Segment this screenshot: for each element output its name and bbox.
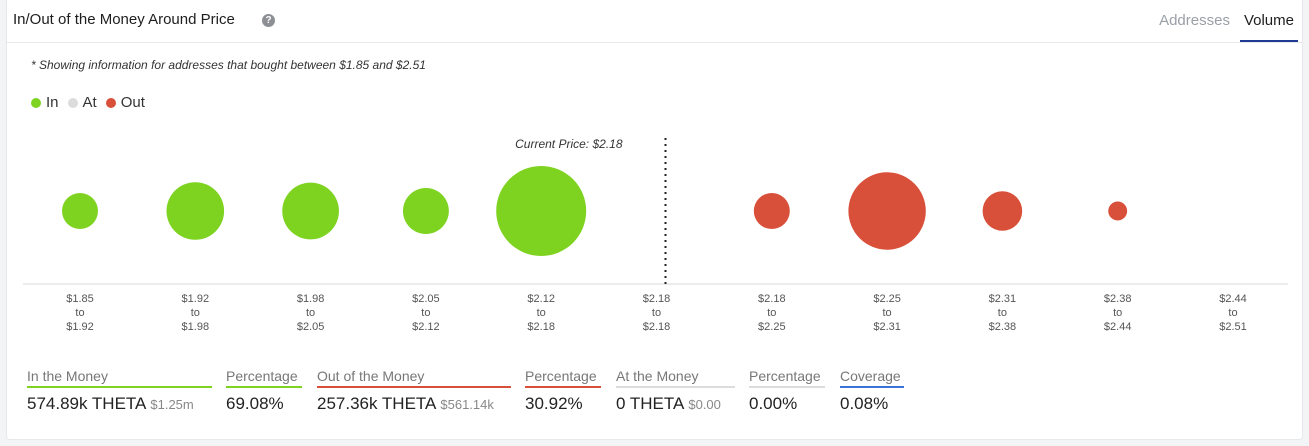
stat-2: Out of the Money 257.36k THETA $561.14k [317, 368, 511, 414]
tick-label-7-1: to [883, 307, 892, 319]
bubble-0 [62, 193, 98, 229]
bubble-4 [496, 166, 587, 256]
bubble-1 [166, 182, 225, 240]
bubble-2 [282, 182, 339, 240]
legend-dot-at [67, 97, 78, 108]
current-price-label: Current Price: $2.18 [515, 137, 623, 151]
tick-label-4-0: $2.12 [527, 293, 555, 305]
stat-value-2: 257.36k THETA $561.14k [317, 394, 511, 414]
tick-label-7-0: $2.25 [873, 293, 901, 305]
tick-label-4-2: $2.18 [527, 321, 555, 333]
tick-label-8-2: $2.38 [989, 321, 1017, 333]
stat-label-4: At the Money [616, 368, 735, 388]
tick-label-9-1: to [1113, 307, 1122, 319]
tick-label-9-2: $2.44 [1104, 321, 1132, 333]
stat-value-6: 0.08% [840, 394, 904, 414]
legend-item-at[interactable]: At [67, 94, 97, 111]
stat-value-text-4: 0 THETA [616, 394, 685, 413]
tick-label-3-2: $2.12 [412, 321, 440, 333]
tick-label-0-2: $1.92 [66, 321, 94, 333]
stat-label-1: Percentage [226, 368, 302, 388]
tick-label-10-1: to [1228, 307, 1237, 319]
tab-volume[interactable]: Volume [1239, 0, 1298, 42]
bubble-7 [848, 172, 926, 250]
stat-label-0: In the Money [27, 368, 212, 388]
tick-label-5-2: $2.18 [643, 321, 671, 333]
stat-label-6: Coverage [840, 368, 904, 388]
stat-sub-2: $561.14k [440, 397, 494, 412]
stat-value-3: 30.92% [525, 394, 601, 414]
tick-label-9-0: $2.38 [1104, 293, 1132, 305]
stat-value-text-0: 574.89k THETA [27, 394, 147, 413]
view-tabs: Addresses Volume [1149, 0, 1298, 42]
tick-label-10-2: $2.51 [1219, 321, 1247, 333]
tick-label-1-1: to [191, 307, 200, 319]
tick-label-3-0: $2.05 [412, 293, 440, 305]
card-title: In/Out of the Money Around Price [13, 11, 235, 28]
stat-1: Percentage 69.08% [226, 368, 302, 414]
range-note: * Showing information for addresses that… [31, 58, 426, 72]
stat-label-3: Percentage [525, 368, 601, 388]
bubble-3 [402, 188, 449, 234]
stat-value-text-3: 30.92% [525, 394, 583, 413]
bubble-6 [753, 193, 790, 229]
stat-value-text-5: 0.00% [749, 394, 798, 413]
tick-label-0-0: $1.85 [66, 293, 94, 305]
stat-value-text-1: 69.08% [226, 394, 284, 413]
tick-label-8-0: $2.31 [989, 293, 1017, 305]
legend-item-out[interactable]: Out [105, 94, 145, 111]
tick-label-7-2: $2.31 [873, 321, 901, 333]
tick-label-8-1: to [998, 307, 1007, 319]
tick-label-3-1: to [421, 307, 430, 319]
money-card: In/Out of the Money Around Price ? Addre… [6, 0, 1303, 440]
stat-sub-4: $0.00 [688, 397, 721, 412]
tick-label-6-0: $2.18 [758, 293, 786, 305]
tab-addresses[interactable]: Addresses [1159, 12, 1230, 29]
legend-label-at: At [82, 94, 97, 111]
stat-0: In the Money 574.89k THETA $1.25m [27, 368, 212, 414]
stat-4: At the Money 0 THETA $0.00 [616, 368, 735, 414]
bubble-chart: $1.85 to $1.92 $1.92 to $1.98 $1.98 to $2.05 $2.0… [23, 137, 1288, 333]
stat-value-0: 574.89k THETA $1.25m [27, 394, 212, 414]
chart-legend: In At Out [31, 94, 154, 111]
tick-label-2-0: $1.98 [297, 293, 325, 305]
stat-value-text-2: 257.36k THETA [317, 394, 437, 413]
stat-label-2: Out of the Money [317, 368, 511, 388]
help-icon[interactable]: ? [262, 14, 275, 27]
legend-dot-in [31, 97, 41, 108]
tick-label-5-1: to [652, 307, 661, 319]
bubble-8 [982, 191, 1023, 231]
tick-label-6-2: $2.25 [758, 321, 786, 333]
stat-value-1: 69.08% [226, 394, 302, 414]
tick-label-2-1: to [306, 307, 315, 319]
stat-6: Coverage 0.08% [840, 368, 904, 414]
legend-label-out: Out [120, 94, 145, 111]
tick-label-5-0: $2.18 [643, 293, 671, 305]
card-header: In/Out of the Money Around Price ? Addre… [7, 0, 1302, 43]
stat-3: Percentage 30.92% [525, 368, 601, 414]
tick-label-10-0: $2.44 [1219, 293, 1247, 305]
tick-label-1-0: $1.92 [182, 293, 210, 305]
stat-5: Percentage 0.00% [749, 368, 825, 414]
bubble-9 [1108, 201, 1128, 221]
tick-label-4-1: to [537, 307, 546, 319]
stat-value-4: 0 THETA $0.00 [616, 394, 735, 414]
stat-value-text-6: 0.08% [840, 394, 889, 413]
stat-sub-0: $1.25m [150, 397, 194, 412]
tick-label-1-2: $1.98 [182, 321, 210, 333]
stat-label-5: Percentage [749, 368, 825, 388]
stat-value-5: 0.00% [749, 394, 825, 414]
legend-label-in: In [46, 94, 59, 111]
tick-label-2-2: $2.05 [297, 321, 325, 333]
tick-label-0-1: to [75, 307, 84, 319]
legend-dot-out [105, 97, 116, 108]
tick-label-6-1: to [767, 307, 776, 319]
legend-item-in[interactable]: In [31, 94, 59, 111]
